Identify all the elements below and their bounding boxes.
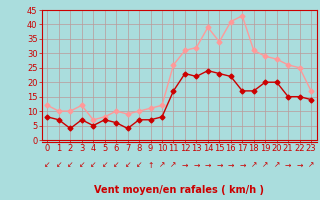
Text: →: →: [296, 160, 303, 170]
Text: Vent moyen/en rafales ( km/h ): Vent moyen/en rafales ( km/h ): [94, 185, 264, 195]
Text: ↗: ↗: [159, 160, 165, 170]
Text: ↑: ↑: [147, 160, 154, 170]
Text: ↙: ↙: [124, 160, 131, 170]
Text: →: →: [239, 160, 245, 170]
Text: →: →: [285, 160, 291, 170]
Text: ↗: ↗: [170, 160, 177, 170]
Text: ↗: ↗: [308, 160, 314, 170]
Text: →: →: [216, 160, 222, 170]
Text: ↙: ↙: [136, 160, 142, 170]
Text: ↙: ↙: [67, 160, 74, 170]
Text: ↙: ↙: [113, 160, 119, 170]
Text: →: →: [193, 160, 200, 170]
Text: ↗: ↗: [262, 160, 268, 170]
Text: ↙: ↙: [44, 160, 51, 170]
Text: ↙: ↙: [90, 160, 96, 170]
Text: ↙: ↙: [56, 160, 62, 170]
Text: →: →: [228, 160, 234, 170]
Text: →: →: [205, 160, 211, 170]
Text: ↙: ↙: [101, 160, 108, 170]
Text: ↗: ↗: [251, 160, 257, 170]
Text: ↗: ↗: [274, 160, 280, 170]
Text: ↙: ↙: [78, 160, 85, 170]
Text: →: →: [182, 160, 188, 170]
